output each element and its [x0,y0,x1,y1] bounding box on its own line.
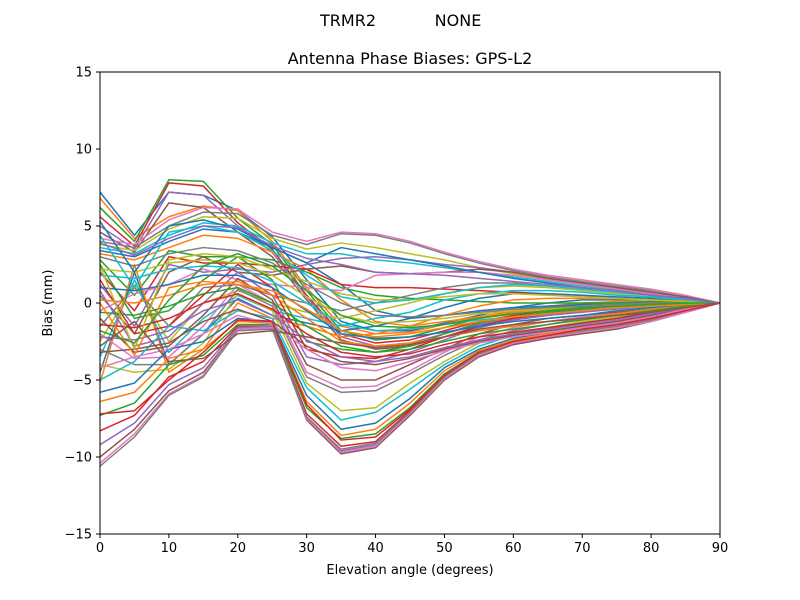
x-axis: 0 10 20 30 40 50 60 70 80 90 [96,534,728,556]
series-line-53 [100,252,720,344]
series-line-38 [100,302,720,467]
suptitle-left: TRMR2 [319,11,376,30]
series-line-55 [100,225,720,304]
x-tick-label: 50 [436,541,453,556]
series-line-2 [100,197,720,335]
x-tick-label: 0 [96,541,104,556]
series-line-7 [100,206,720,304]
series-line-20 [100,279,720,358]
series-line-36 [100,302,720,458]
x-tick-label: 70 [574,541,591,556]
y-tick-label: −5 [73,374,92,389]
series-line-52 [100,280,720,357]
y-tick-label: −15 [65,528,92,543]
series-line-47 [100,302,720,372]
x-tick-label: 20 [230,541,247,556]
series-line-54 [100,302,720,441]
series-line-26 [100,277,720,381]
series-line-44 [100,293,720,358]
series-line-29 [100,293,720,412]
x-tick-label: 10 [161,541,178,556]
series-line-56 [100,302,720,363]
x-tick-label: 60 [505,541,522,556]
x-axis-label: Elevation angle (degrees) [326,563,493,578]
x-tick-label: 90 [712,541,729,556]
suptitle-right: NONE [435,11,482,30]
series-line-42 [100,280,720,347]
y-tick-label: −10 [65,451,92,466]
series-line-37 [100,302,720,464]
chart-title: Antenna Phase Biases: GPS-L2 [288,49,533,68]
y-tick-label: 5 [84,220,92,235]
series-line-8 [100,211,720,304]
x-tick-label: 40 [367,541,384,556]
series-line-46 [100,302,720,366]
y-tick-label: 0 [84,297,92,312]
x-tick-label: 30 [298,541,315,556]
y-axis-label: Bias (mm) [41,270,56,337]
y-tick-label: 15 [75,66,92,81]
series-line-48 [100,246,720,318]
y-tick-label: 10 [75,143,92,158]
series-line-41 [100,274,720,340]
y-axis: −15 −10 −5 0 5 10 15 [65,66,100,543]
x-tick-label: 80 [643,541,660,556]
series-group [100,179,720,467]
series-line-45 [100,299,720,363]
